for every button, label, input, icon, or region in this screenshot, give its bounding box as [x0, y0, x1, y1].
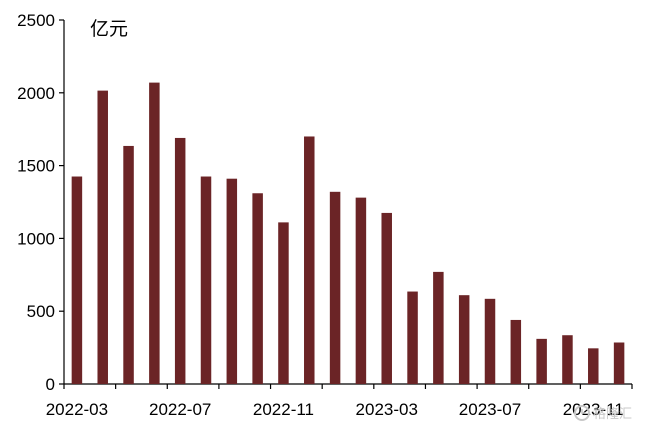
- bar-2022-05: [123, 145, 134, 384]
- bar-2023-05: [433, 271, 444, 384]
- bar-2023-06: [458, 295, 470, 384]
- y-tick-label: 2500: [17, 11, 55, 30]
- bar-2023-12: [613, 342, 625, 384]
- y-tick-label: 1500: [17, 157, 55, 176]
- bar-2022-06: [149, 82, 160, 385]
- bar-2022-12: [304, 136, 315, 384]
- bar-2022-03: [71, 176, 83, 384]
- bar-2023-01: [329, 191, 341, 384]
- bar-2022-09: [226, 178, 238, 384]
- x-tick-label: 2022-07: [149, 400, 211, 419]
- bar-2023-10: [562, 335, 573, 384]
- x-tick-label: 2022-11: [253, 400, 314, 419]
- y-tick-label: 2000: [17, 84, 55, 103]
- watermark-text: 格隆汇: [593, 406, 632, 422]
- x-tick-label: 2022-03: [46, 400, 108, 419]
- bar-2022-08: [200, 176, 212, 384]
- bar-2023-08: [510, 319, 522, 384]
- bar-2023-03: [381, 212, 392, 384]
- y-tick-label: 1000: [17, 229, 55, 248]
- x-axis: 2022-03 2022-07 2022-11 2023-03 2023-07 2023-…: [46, 383, 633, 419]
- y-axis: 0 500 1000 1500 2000 2500: [17, 11, 65, 394]
- x-tick-label: 2023-11: [563, 400, 624, 419]
- bar-2023-02: [355, 197, 367, 384]
- y-tick-label: 0: [46, 375, 55, 394]
- bar-2022-11: [278, 222, 289, 384]
- bar-2023-11: [588, 348, 599, 384]
- bar-2022-04: [97, 90, 108, 385]
- watermark: 格隆汇: [574, 405, 632, 422]
- bar-2023-04: [407, 291, 418, 384]
- unit-label: 亿元: [90, 18, 128, 40]
- y-tick-label: 500: [27, 302, 55, 321]
- gelonghui-logo-icon: [574, 405, 590, 421]
- bar-2023-07: [484, 298, 496, 384]
- bars: [71, 82, 625, 385]
- x-tick-label: 2023-03: [356, 400, 418, 419]
- bar-2023-09: [536, 338, 547, 384]
- x-tick-label: 2023-07: [459, 400, 521, 419]
- bar-2022-10: [252, 193, 263, 384]
- bar-2022-07: [174, 137, 186, 384]
